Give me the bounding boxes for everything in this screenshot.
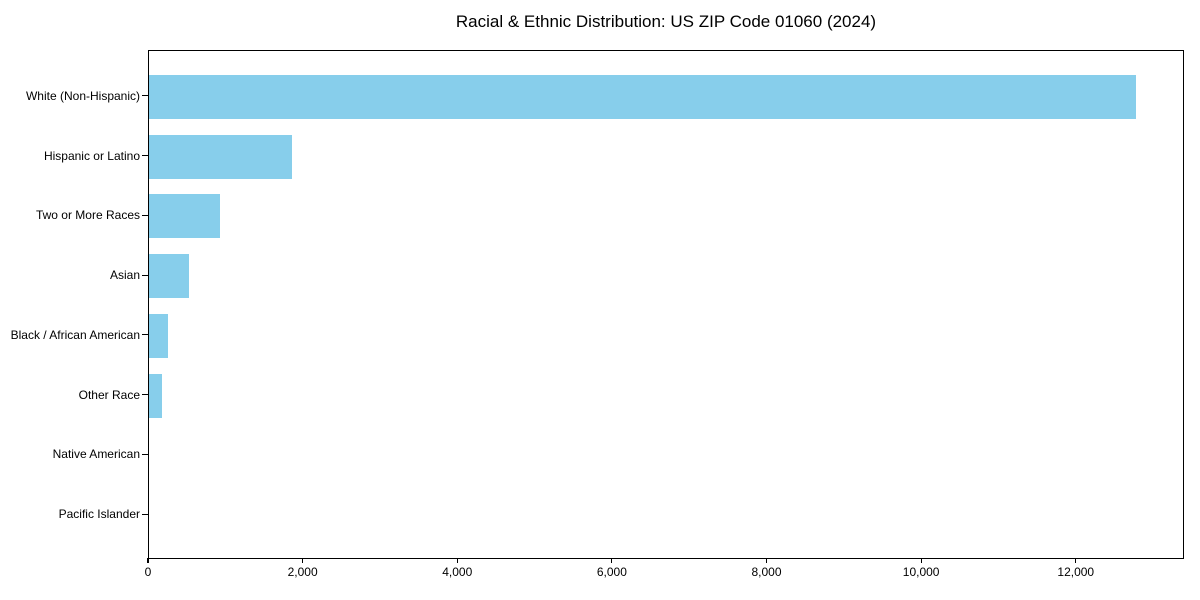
bar	[149, 313, 168, 358]
bar	[149, 74, 1136, 119]
ytick-mark	[142, 394, 148, 396]
ytick-label: Other Race	[78, 387, 140, 402]
ytick-label: White (Non-Hispanic)	[25, 88, 140, 103]
bar	[149, 373, 163, 418]
xtick-mark	[1075, 558, 1077, 563]
plot-area	[148, 50, 1184, 559]
xtick-label: 6,000	[596, 565, 627, 579]
chart-title: Racial & Ethnic Distribution: US ZIP Cod…	[455, 12, 877, 31]
ytick-label: Pacific Islander	[58, 507, 140, 522]
ytick-mark	[142, 214, 148, 216]
xtick-mark	[147, 558, 149, 563]
xtick-mark	[302, 558, 304, 563]
xtick-label: 10,000	[902, 565, 940, 579]
ytick-label: Black / African American	[10, 327, 140, 342]
xtick-mark	[456, 558, 458, 563]
ytick-label: Asian	[109, 268, 140, 283]
xtick-mark	[765, 558, 768, 563]
ytick-mark	[142, 155, 148, 157]
bar	[149, 254, 190, 299]
xtick-mark	[920, 558, 922, 563]
xtick-label: 0	[144, 565, 152, 579]
bar	[149, 134, 292, 179]
ytick-label: Hispanic or Latino	[43, 148, 140, 163]
xtick-label: 12,000	[1057, 565, 1095, 579]
xtick-label: 2,000	[287, 565, 318, 579]
ytick-label: Two or More Races	[35, 208, 140, 223]
ytick-mark	[142, 453, 148, 455]
ytick-mark	[142, 274, 148, 276]
ytick-mark	[142, 513, 148, 515]
xtick-label: 8,000	[751, 565, 782, 579]
ytick-mark	[142, 95, 148, 97]
ytick-label: Native American	[52, 447, 140, 462]
bar	[149, 194, 220, 239]
xtick-mark	[611, 558, 613, 563]
xtick-label: 4,000	[442, 565, 473, 579]
ytick-mark	[142, 334, 148, 336]
